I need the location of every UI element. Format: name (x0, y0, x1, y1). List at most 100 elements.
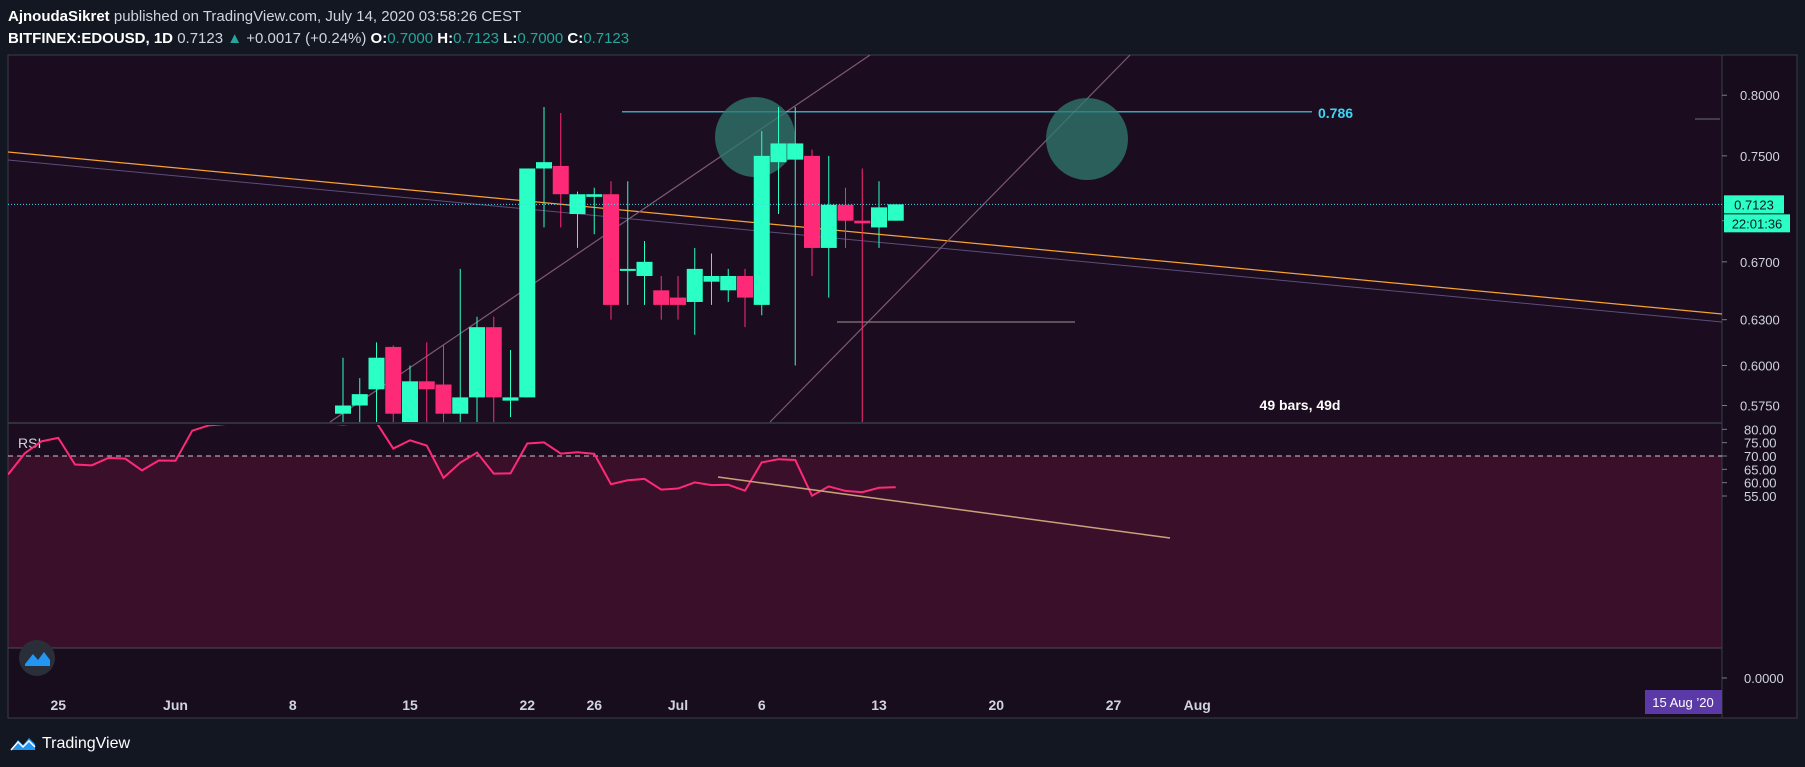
rsi-y-tick-label: 0.0000 (1744, 671, 1784, 686)
rsi-series (8, 425, 896, 498)
y-tick-label: 0.6300 (1740, 313, 1780, 328)
ohlc-line: BITFINEX:EDOUSD, 1D 0.7123 ▲ +0.0017 (+0… (8, 28, 629, 50)
level-label: 0.786 (1318, 105, 1353, 121)
candle-body[interactable] (753, 155, 770, 305)
candle-body[interactable] (887, 204, 904, 221)
rsi-trend-line[interactable] (717, 476, 1171, 539)
x-tick-label: 22 (519, 697, 535, 713)
x-tick-label: 25 (50, 697, 66, 713)
candle-body[interactable] (787, 143, 804, 160)
rsi-band (8, 456, 1722, 648)
trend-line[interactable] (7, 159, 1723, 323)
high-label: H: (437, 30, 454, 47)
x-tick-label: Aug (1184, 697, 1211, 713)
close-value: 0.7123 (583, 30, 630, 47)
y-tick-label: 0.6000 (1740, 359, 1780, 374)
candle-body[interactable] (569, 194, 586, 215)
candle-body[interactable] (720, 275, 737, 291)
candle-body[interactable] (770, 143, 787, 163)
x-tick-label: 20 (988, 697, 1004, 713)
candle-body[interactable] (418, 381, 435, 390)
candle-body[interactable] (502, 397, 519, 401)
rsi-y-tick-label: 65.00 (1744, 462, 1777, 477)
low-label: L: (503, 30, 518, 47)
candle-body[interactable] (519, 168, 536, 398)
candle-body[interactable] (653, 290, 670, 305)
candle-body[interactable] (351, 394, 368, 406)
rsi-y-tick-label: 80.00 (1744, 422, 1777, 437)
range-note: 49 bars, 49d (1260, 397, 1341, 413)
candle-body[interactable] (854, 220, 871, 224)
candle-body[interactable] (485, 327, 502, 398)
price-axis (1721, 54, 1798, 719)
candle-body[interactable] (636, 261, 653, 276)
tradingview-logo-icon[interactable] (10, 736, 36, 752)
y-tick-label: 0.5750 (1740, 399, 1780, 414)
x-tick-label: 8 (289, 697, 297, 713)
chart-logo-mark (25, 652, 50, 666)
rsi-y-tick-label: 70.00 (1744, 449, 1777, 464)
candle-body[interactable] (435, 384, 452, 414)
highlight-circle[interactable] (1046, 98, 1128, 180)
low-value: 0.7000 (517, 30, 564, 47)
candle-body[interactable] (402, 381, 418, 422)
candle-body[interactable] (603, 194, 619, 305)
price-change: +0.0017 (+0.24%) (246, 30, 367, 47)
footer-brand[interactable]: TradingView (42, 735, 131, 752)
date-badge (1645, 690, 1722, 714)
candle-body[interactable] (837, 204, 854, 221)
rsi-title: RSI (18, 435, 41, 451)
x-tick-label: Jun (163, 697, 188, 713)
author-name[interactable]: AjnoudaSikret (8, 8, 110, 25)
rsi-y-tick-label: 55.00 (1744, 489, 1777, 504)
candle-body[interactable] (619, 268, 636, 271)
chart-logo-icon[interactable] (19, 640, 55, 676)
x-tick-label: 6 (758, 697, 766, 713)
candle-body[interactable] (804, 155, 820, 248)
axis-area (8, 648, 1722, 718)
candle-body[interactable] (737, 275, 753, 298)
price-pane (8, 55, 1722, 422)
footer: TradingView (10, 732, 130, 756)
candle-body[interactable] (452, 397, 469, 414)
candle-body[interactable] (686, 268, 703, 302)
candle-body[interactable] (368, 357, 385, 390)
rsi-y-tick-label: 60.00 (1744, 476, 1777, 491)
candle-body[interactable] (670, 297, 686, 305)
symbol-label[interactable]: BITFINEX:EDOUSD, 1D (8, 30, 174, 47)
last-price-label: 0.7123 (1734, 197, 1774, 212)
high-value: 0.7123 (453, 30, 499, 47)
candle-body[interactable] (469, 327, 485, 398)
candle-body[interactable] (871, 207, 887, 228)
x-tick-label: 26 (586, 697, 602, 713)
countdown-label: 22:01:36 (1732, 216, 1783, 231)
y-tick-label: 0.8000 (1740, 88, 1780, 103)
close-label: C: (567, 30, 584, 47)
candle-body[interactable] (552, 165, 569, 195)
countdown-badge (1724, 214, 1790, 233)
candle-body[interactable] (820, 204, 837, 248)
publish-line: AjnoudaSikret published on TradingView.c… (8, 6, 629, 28)
candle-body[interactable] (536, 162, 552, 169)
chart-header: AjnoudaSikret published on TradingView.c… (8, 6, 629, 50)
candle-body[interactable] (703, 275, 720, 282)
last-price-badge (1724, 195, 1784, 214)
open-value: 0.7000 (387, 30, 434, 47)
x-tick-label: 27 (1106, 697, 1122, 713)
x-tick-label: Jul (668, 697, 688, 713)
candle-body[interactable] (385, 346, 402, 414)
x-tick-label: 15 (402, 697, 418, 713)
y-tick-label: 0.6700 (1740, 255, 1780, 270)
last-price: 0.7123 (177, 30, 224, 47)
rsi-line (8, 425, 896, 498)
candles (335, 107, 904, 422)
candle-body[interactable] (335, 405, 351, 414)
date-badge-label: 15 Aug ’20 (1652, 695, 1713, 710)
y-tick-label: 0.7500 (1740, 149, 1780, 164)
rsi-y-tick-label: 75.00 (1744, 436, 1777, 451)
trend-line[interactable] (7, 151, 1723, 315)
candle-body[interactable] (586, 194, 603, 197)
x-tick-label: 13 (871, 697, 887, 713)
publish-info: published on TradingView.com, July 14, 2… (113, 8, 522, 25)
